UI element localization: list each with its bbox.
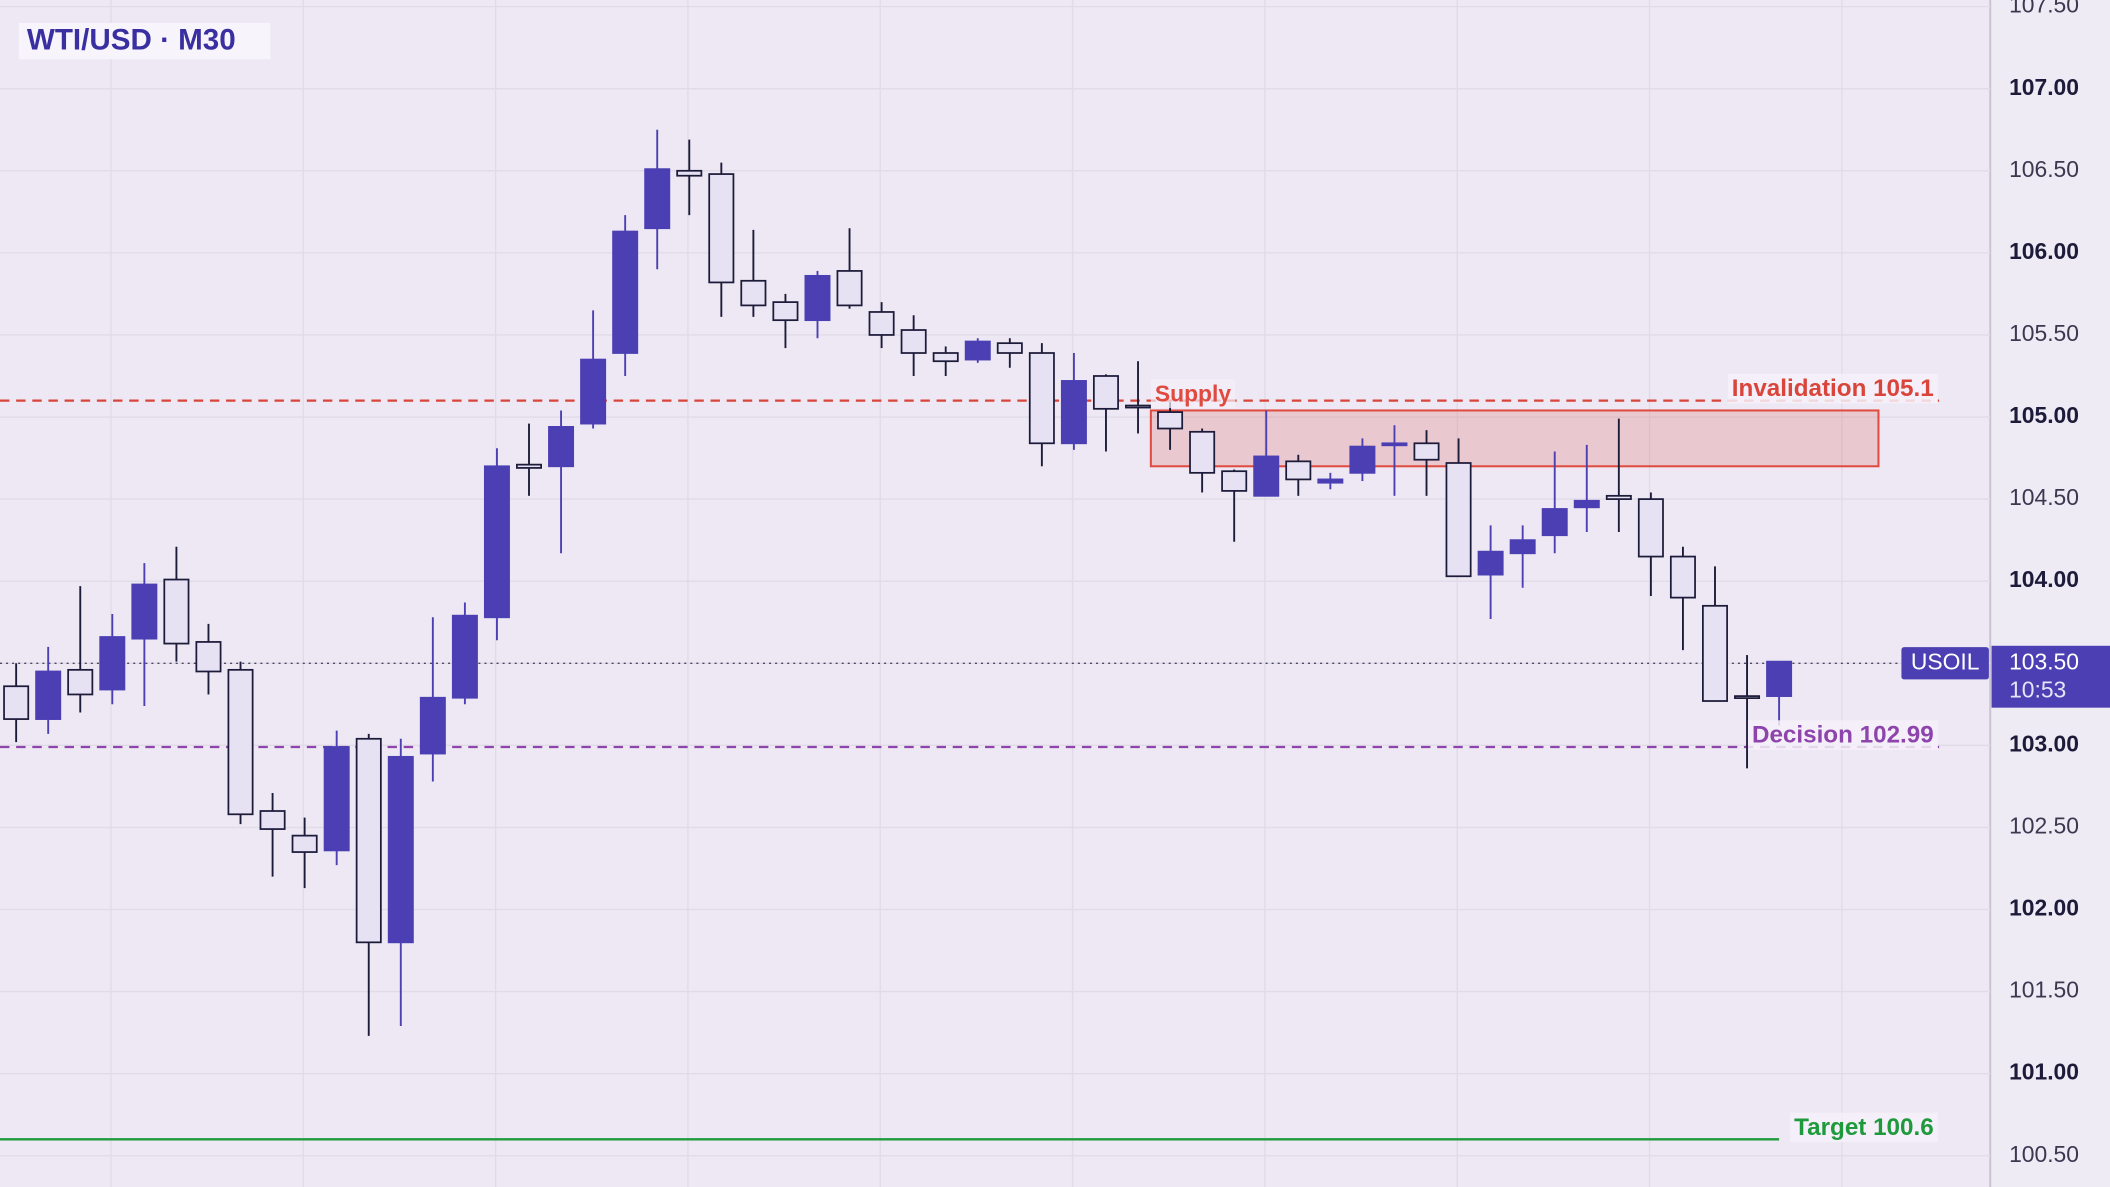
price-label: 103.50	[2009, 648, 2079, 674]
candle-body	[1766, 660, 1793, 697]
candle-body	[1573, 499, 1600, 509]
candle-body	[580, 358, 607, 425]
candle-body	[1509, 539, 1536, 555]
candle-body	[323, 746, 350, 852]
candle-body	[804, 274, 831, 322]
candle-body	[1317, 478, 1344, 484]
candle-body	[996, 342, 1023, 354]
candle-body	[387, 755, 414, 944]
chart-title: WTI/USD · M30	[27, 24, 236, 57]
candle-body	[227, 668, 254, 816]
candle-body	[419, 696, 446, 755]
price-tag	[1991, 645, 2110, 708]
candle-body	[1477, 550, 1504, 576]
candle-body	[516, 463, 542, 469]
candle-body	[1092, 375, 1119, 410]
y-tick-label: 101.00	[2009, 1059, 2079, 1085]
candle-body	[740, 279, 767, 307]
axis-background	[1990, 0, 2110, 1187]
y-tick-label: 100.50	[2009, 1141, 2079, 1167]
label-background	[1790, 1112, 1938, 1143]
candle-body	[1702, 604, 1728, 702]
y-tick-label: 107.00	[2009, 74, 2079, 100]
candle-body	[676, 169, 703, 177]
candle-body	[355, 737, 382, 944]
symbol-label: USOIL	[1911, 648, 1980, 674]
y-tick-label: 104.00	[2009, 566, 2079, 592]
candle-body	[259, 810, 286, 830]
candle-body	[1125, 404, 1152, 409]
candle-body	[836, 270, 863, 307]
candle-body	[644, 168, 671, 230]
candle-body	[1413, 442, 1440, 461]
candle-body	[868, 311, 895, 336]
candle-body	[772, 301, 799, 322]
candle-body	[195, 641, 222, 673]
candle-body	[1349, 445, 1376, 474]
candle-body	[35, 670, 62, 720]
level-label: Decision 102.99	[1752, 722, 1934, 749]
symbol-tag	[1901, 647, 1989, 680]
candle-body	[131, 583, 158, 640]
y-tick-label: 106.00	[2009, 238, 2079, 264]
candle-body	[163, 578, 190, 645]
candle-body	[900, 329, 927, 354]
candle-body	[708, 173, 735, 284]
y-tick-label: 107.50	[2009, 0, 2079, 18]
candle-body	[1541, 508, 1568, 537]
candle-body	[1605, 494, 1632, 500]
candle-body	[1445, 462, 1472, 578]
candle-body	[67, 668, 94, 696]
candle-body	[99, 636, 126, 691]
y-tick-label: 106.50	[2009, 156, 2079, 182]
candle-body	[291, 834, 318, 853]
candle-body	[612, 230, 639, 354]
zone-label: Supply	[1155, 381, 1231, 407]
candle-body	[1637, 498, 1664, 558]
label-background	[1727, 373, 1938, 404]
title-box	[18, 22, 271, 60]
candle-body	[1157, 411, 1184, 430]
label-background	[1747, 720, 1938, 750]
candle-body	[3, 685, 30, 720]
y-tick-label: 105.50	[2009, 320, 2079, 346]
candle-body	[1669, 555, 1696, 599]
candle-body	[1253, 455, 1280, 497]
candle-body	[1028, 352, 1055, 445]
countdown-label: 10:53	[2009, 677, 2066, 703]
candle-body	[1189, 430, 1216, 474]
candle-body	[1734, 695, 1761, 699]
y-tick-label: 102.50	[2009, 812, 2079, 838]
candle-body	[451, 614, 478, 699]
candle-body	[1285, 460, 1312, 481]
candle-body	[1221, 470, 1248, 492]
y-tick-label: 105.00	[2009, 402, 2079, 428]
label-background	[1150, 379, 1236, 409]
candle-body	[1060, 380, 1087, 445]
level-label: Target 100.6	[1794, 1114, 1934, 1141]
y-tick-label: 104.50	[2009, 484, 2079, 510]
candle-body	[1381, 442, 1408, 447]
candle-body	[932, 352, 959, 363]
y-tick-label: 102.00	[2009, 895, 2079, 921]
candle-body	[548, 426, 575, 468]
y-tick-label: 101.50	[2009, 977, 2079, 1003]
level-label: Invalidation 105.1	[1732, 375, 1934, 402]
candle-body	[964, 340, 991, 361]
y-tick-label: 103.00	[2009, 730, 2079, 756]
candle-body	[483, 465, 510, 619]
